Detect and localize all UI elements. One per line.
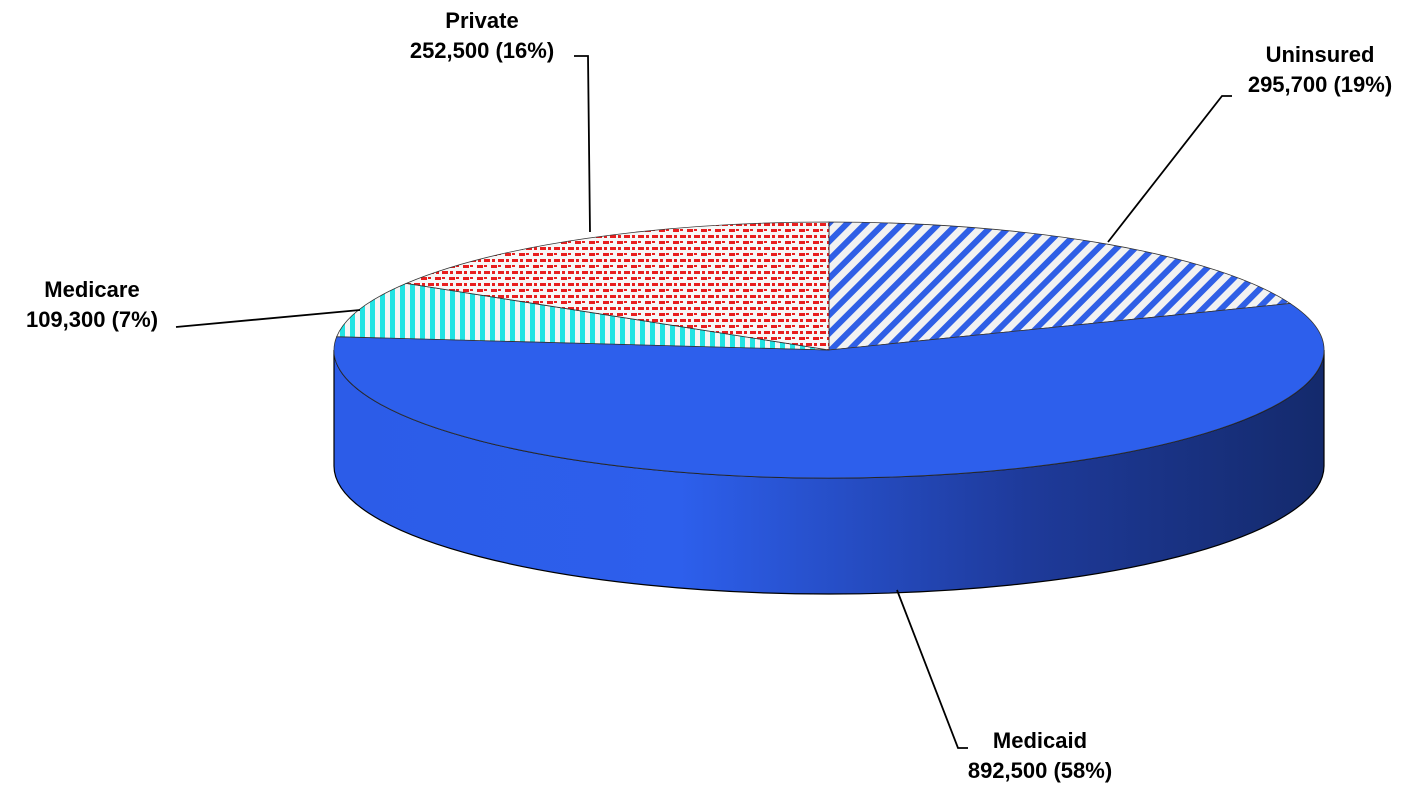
slice-label-private: Private xyxy=(445,8,518,33)
pie-slice-medicare xyxy=(336,282,830,351)
pie-slice-private xyxy=(404,221,830,351)
leader-line-private xyxy=(574,55,591,233)
slice-value-medicaid: 892,500 (58%) xyxy=(968,758,1112,783)
slice-label-medicare: Medicare xyxy=(44,277,139,302)
pie-labels: Uninsured 295,700 (19%) Medicaid 892,500 (5… xyxy=(26,8,1392,783)
pie-slice-medicaid xyxy=(333,303,1325,479)
pie-slice-uninsured xyxy=(828,221,1292,351)
slice-label-medicaid: Medicaid xyxy=(993,728,1087,753)
leader-line-medicare xyxy=(175,309,361,328)
slice-value-medicare: 109,300 (7%) xyxy=(26,307,158,332)
leader-line-medicaid xyxy=(896,589,968,749)
slice-value-uninsured: 295,700 (19%) xyxy=(1248,72,1392,97)
slice-label-uninsured: Uninsured xyxy=(1266,42,1375,67)
leader-line-uninsured xyxy=(1107,95,1232,243)
slice-value-private: 252,500 (16%) xyxy=(410,38,554,63)
pie-slices xyxy=(333,221,1325,479)
